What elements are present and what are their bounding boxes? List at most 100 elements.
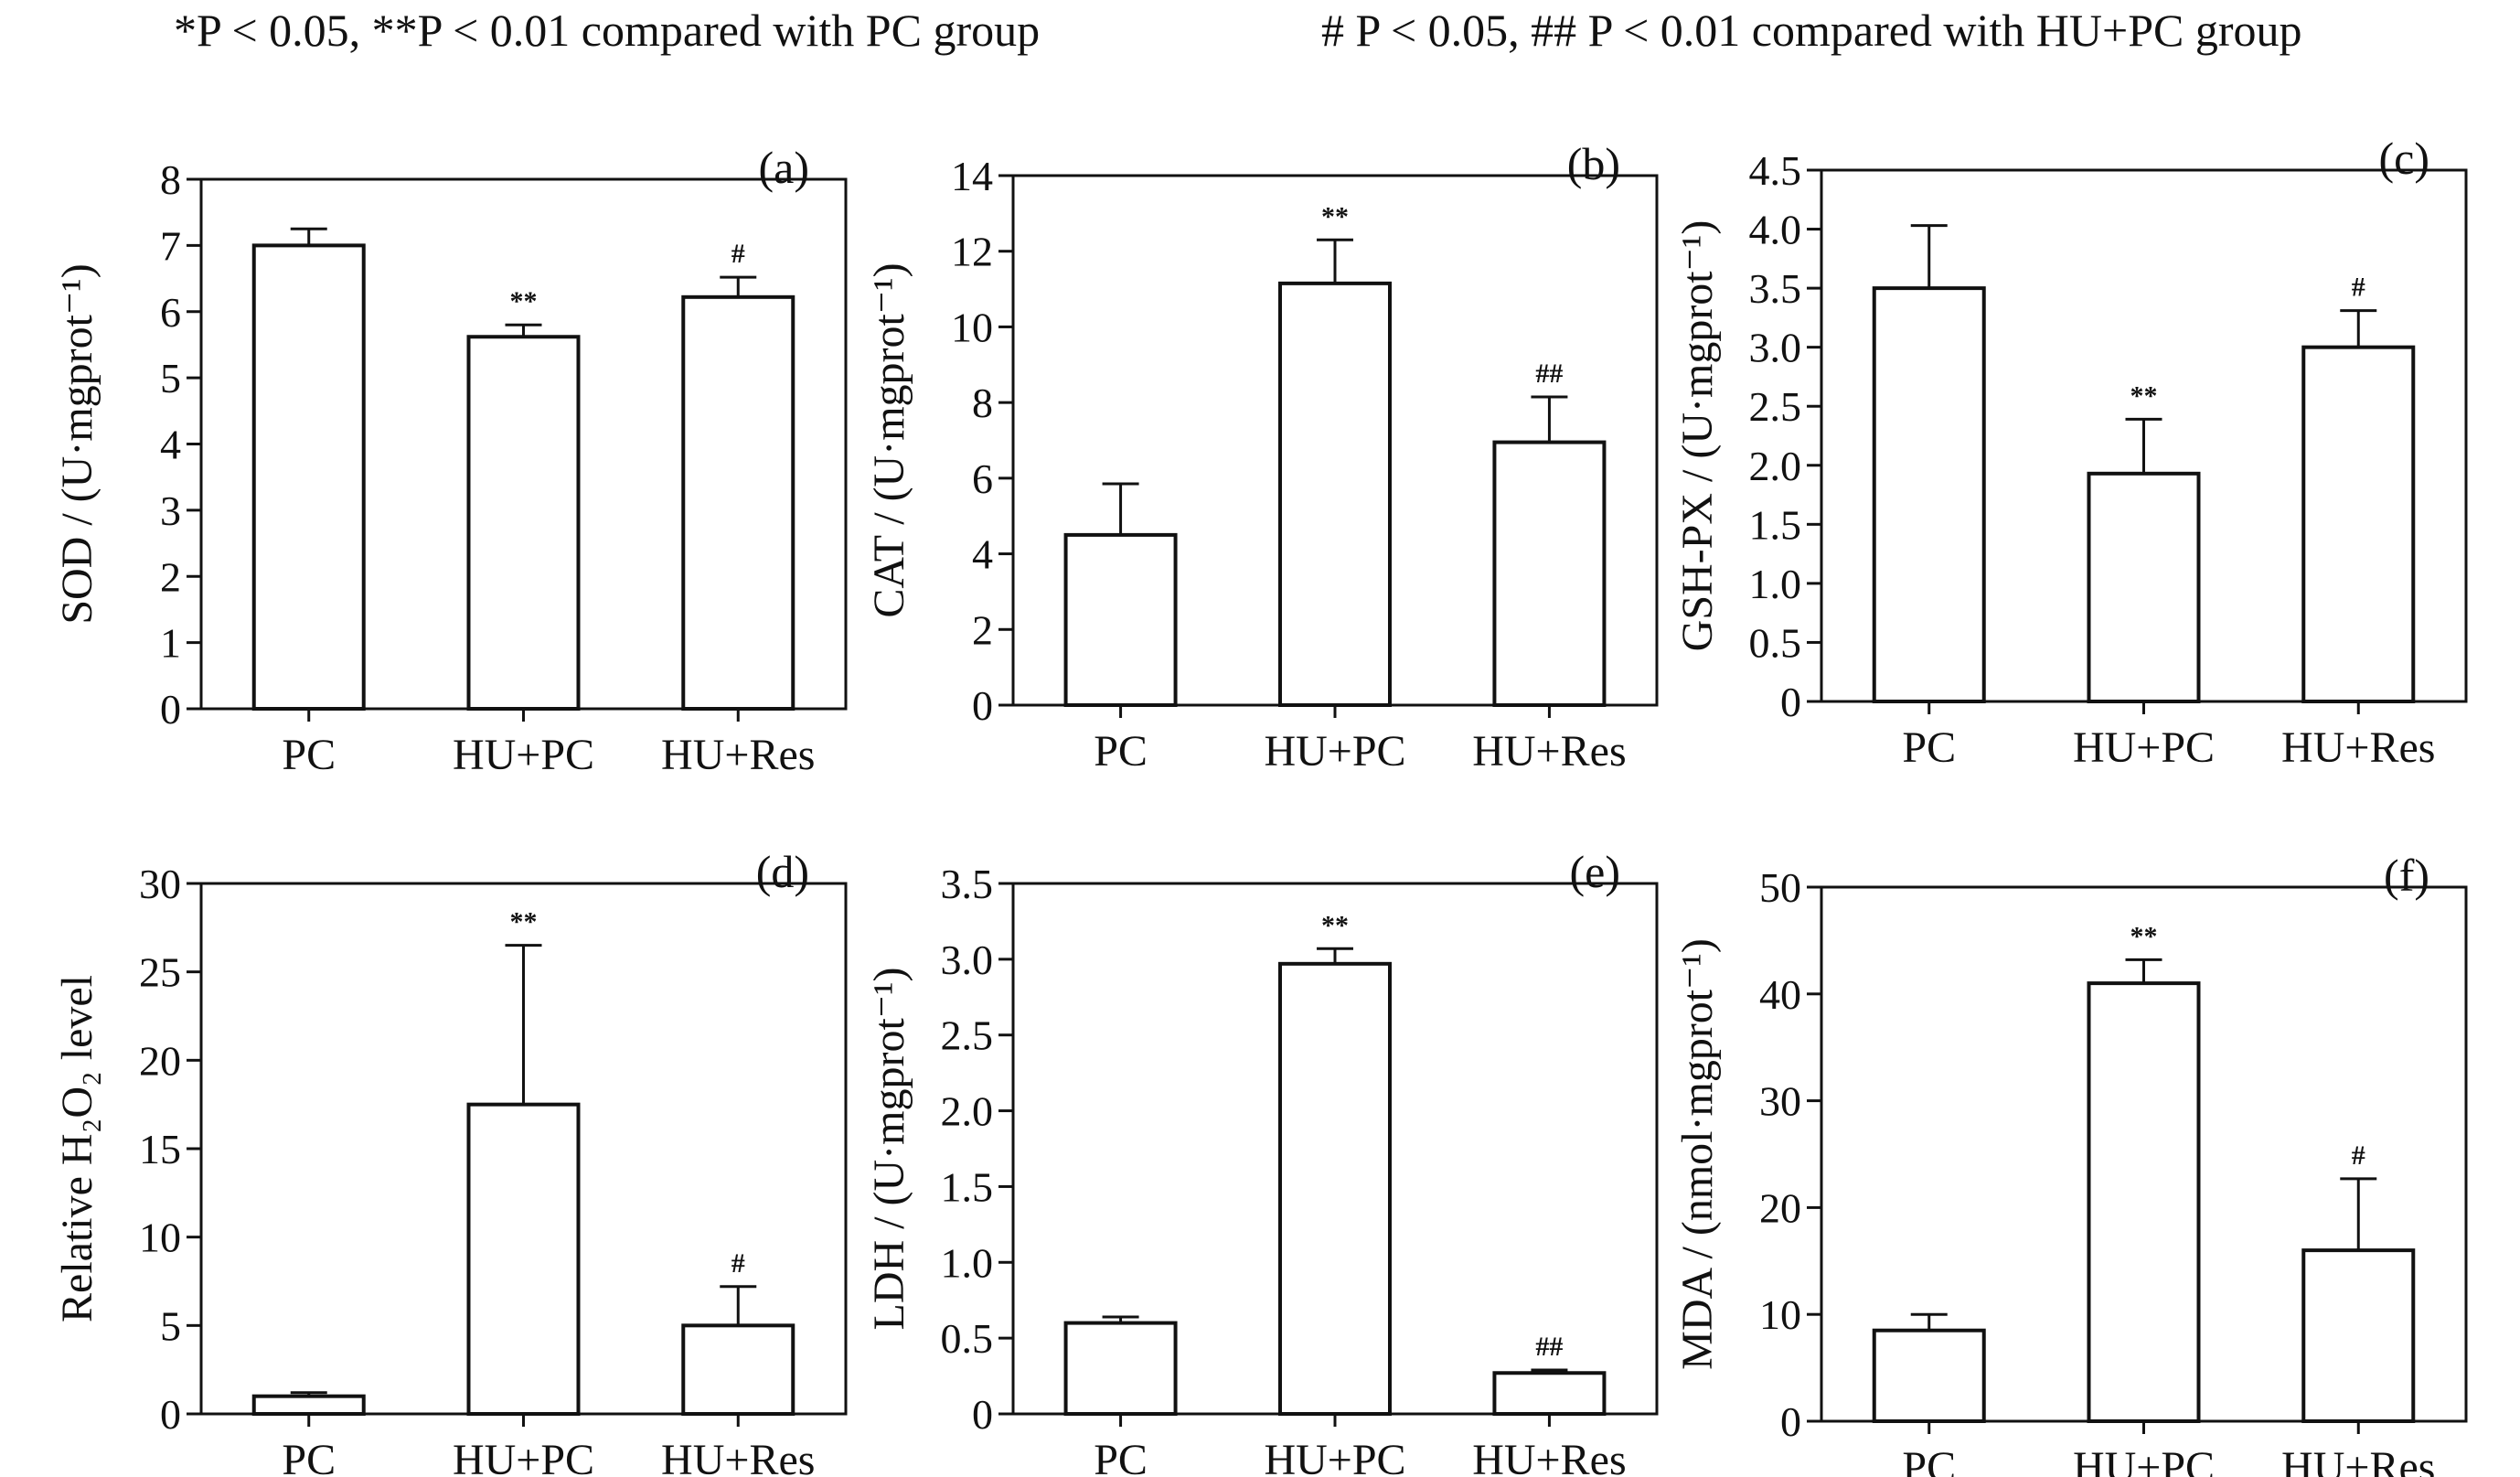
x-tick-label: HU+Res	[661, 731, 815, 779]
bar-HU+Res	[681, 1323, 796, 1417]
panel-label: (b)	[1567, 138, 1620, 189]
y-tick-label: 30	[139, 861, 181, 907]
chart-panel-5: 0 0.5 1.0 1.5 2.0 2.5 3.0 3.5 PC HU+PC HU+Res ** ## (…	[865, 846, 1659, 1477]
bar-HU+PC	[1278, 961, 1392, 1417]
y-tick-label: 0.5	[941, 1315, 994, 1362]
legend-hupc-significance: # P < 0.05, ## P < 0.01 compared with HU…	[1321, 5, 2302, 56]
y-tick-label: 2.0	[941, 1088, 994, 1135]
x-tick-label: HU+PC	[1264, 1436, 1405, 1477]
panel-label: (e)	[1570, 846, 1621, 897]
significance-mark: **	[2130, 921, 2158, 951]
y-axis-label: SOD / (U·mgprot⁻¹)	[53, 263, 101, 624]
y-tick-label: 2	[972, 606, 993, 653]
y-tick-label: 20	[139, 1037, 181, 1084]
x-tick-label: HU+Res	[2281, 723, 2435, 772]
y-tick-label: 2.5	[1749, 383, 1802, 430]
bar-HU+Res	[681, 294, 796, 711]
significance-mark: #	[2352, 273, 2365, 303]
y-tick-label: 1	[160, 620, 181, 667]
y-tick-label: 0	[972, 1391, 993, 1438]
bar-HU+PC	[1278, 281, 1392, 707]
legend-pc-significance: *P < 0.05, **P < 0.01 compared with PC g…	[174, 5, 1041, 56]
x-tick-label: HU+PC	[453, 1436, 594, 1477]
y-tick-label: 8	[972, 380, 993, 426]
y-tick-label: 0	[1780, 1398, 1801, 1445]
bar-HU+Res	[2301, 1248, 2416, 1423]
x-tick-label: HU+PC	[2073, 723, 2215, 772]
y-tick-label: 25	[139, 949, 181, 996]
y-tick-label: 7	[160, 222, 181, 269]
x-tick-label: PC	[1902, 723, 1956, 772]
y-tick-label: 6	[160, 289, 181, 336]
chart-panel-1: 0 1 2 3 4 5 6 7 8 PC HU+PC HU+Res ** # (a) SOD / (U·mgp…	[53, 142, 848, 779]
y-tick-label: 1.5	[1749, 501, 1802, 548]
y-tick-label: 15	[139, 1126, 181, 1172]
y-tick-label: 12	[951, 229, 993, 275]
y-tick-label: 14	[951, 153, 993, 199]
y-tick-label: 30	[1759, 1078, 1801, 1125]
bar-HU+Res	[1492, 440, 1607, 707]
significance-mark: ##	[1535, 1332, 1563, 1362]
bar-PC	[1063, 1321, 1178, 1416]
x-tick-label: HU+Res	[661, 1436, 815, 1477]
bar-HU+PC	[2087, 471, 2201, 703]
y-tick-label: 1.0	[1749, 561, 1802, 607]
y-tick-label: 3	[160, 487, 181, 534]
x-tick-label: HU+Res	[1472, 727, 1626, 776]
y-tick-label: 5	[160, 355, 181, 401]
x-tick-label: HU+PC	[1264, 727, 1405, 776]
significance-mark: **	[510, 907, 538, 937]
y-tick-label: 6	[972, 455, 993, 502]
panel-label: (f)	[2384, 850, 2429, 901]
x-tick-label: PC	[1902, 1443, 1956, 1477]
significance-mark: **	[510, 286, 538, 316]
y-tick-label: 0	[1780, 679, 1801, 725]
significance-mark: **	[1321, 910, 1349, 940]
y-tick-label: 10	[951, 304, 993, 350]
x-tick-label: HU+PC	[2073, 1443, 2215, 1477]
y-tick-label: 40	[1759, 971, 1801, 1018]
y-tick-label: 10	[1759, 1291, 1801, 1338]
panel-label: (a)	[759, 142, 810, 193]
y-axis-label: GSH-PX / (U·mgprot⁻¹)	[1673, 220, 1722, 652]
bar-HU+Res	[1492, 1371, 1607, 1417]
significance-mark: **	[2130, 380, 2158, 411]
y-tick-label: 20	[1759, 1184, 1801, 1231]
bar-PC	[251, 243, 366, 711]
x-tick-label: HU+Res	[2281, 1443, 2435, 1477]
chart-panel-6: 0 10 20 30 40 50 PC HU+PC HU+Res ** # (f) MDA / (nmo…	[1673, 850, 2468, 1477]
y-tick-label: 3.5	[941, 861, 994, 907]
bar-PC	[1872, 286, 1986, 703]
chart-panel-2: 0 2 4 6 8 10 12 14 PC HU+PC HU+Res ** ## (b) CAT / (U·…	[865, 138, 1659, 776]
x-tick-label: PC	[282, 1436, 336, 1477]
y-axis-label: CAT / (U·mgprot⁻¹)	[865, 262, 913, 617]
y-tick-label: 4.5	[1749, 147, 1802, 194]
significance-mark: #	[2352, 1140, 2365, 1171]
y-tick-label: 0	[160, 686, 181, 733]
panel-label: (c)	[2379, 133, 2430, 184]
y-tick-label: 2.0	[1749, 443, 1802, 489]
y-tick-label: 2	[160, 553, 181, 600]
bar-HU+PC	[466, 335, 581, 711]
significance-mark: #	[731, 1248, 745, 1279]
y-tick-label: 2.5	[941, 1012, 994, 1059]
y-tick-label: 50	[1759, 864, 1801, 911]
y-tick-label: 8	[160, 156, 181, 203]
x-tick-label: PC	[1094, 727, 1148, 776]
y-tick-label: 3.5	[1749, 265, 1802, 312]
y-tick-label: 1.5	[941, 1163, 994, 1210]
bar-PC	[1063, 532, 1178, 708]
y-tick-label: 0	[160, 1391, 181, 1438]
bar-PC	[1872, 1328, 1986, 1423]
y-axis-label: LDH / (U·mgprot⁻¹)	[865, 968, 913, 1331]
y-tick-label: 0	[972, 682, 993, 729]
bar-PC	[251, 1394, 366, 1416]
x-tick-label: HU+PC	[453, 731, 594, 779]
bar-HU+PC	[2087, 981, 2201, 1423]
y-tick-label: 0.5	[1749, 619, 1802, 666]
y-tick-label: 4	[972, 531, 993, 578]
panel-label: (d)	[756, 846, 809, 897]
y-axis-label: Relative H₂O₂ level	[53, 975, 101, 1322]
bar-HU+PC	[466, 1102, 581, 1416]
significance-mark: ##	[1535, 359, 1563, 389]
